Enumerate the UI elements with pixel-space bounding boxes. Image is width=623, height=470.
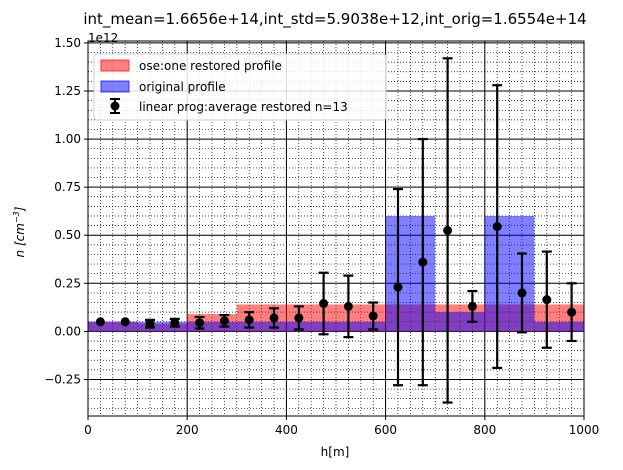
- original-bar: [534, 321, 584, 332]
- legend-points-marker: [110, 101, 120, 111]
- legend-restored-label: ose:one restored profile: [139, 59, 282, 73]
- data-point: [120, 317, 130, 327]
- original-bar: [484, 216, 535, 332]
- original-bar: [137, 321, 188, 332]
- y-axis-label-exponent: −3: [12, 211, 21, 223]
- legend-box: [93, 53, 387, 121]
- legend-points-label: linear prog:average restored n=13: [139, 100, 348, 114]
- x-tick-label: 600: [374, 423, 397, 437]
- legend: ose:one restored profile original profil…: [93, 53, 387, 121]
- x-axis: 0 200 400 600 800 1000: [84, 416, 599, 437]
- x-tick-label: 1000: [569, 423, 600, 437]
- data-point: [443, 225, 453, 235]
- y-tick-label: 0.75: [54, 180, 81, 194]
- data-point: [195, 318, 205, 328]
- data-point: [368, 311, 378, 321]
- original-bar: [385, 216, 436, 332]
- data-point: [343, 301, 353, 311]
- data-point: [294, 313, 304, 323]
- axes-frame: [87, 40, 585, 417]
- original-bar: [187, 321, 237, 332]
- data-point: [145, 319, 155, 329]
- data-point: [269, 313, 279, 323]
- legend-original-swatch: [100, 80, 130, 93]
- y-tick-label: 0.50: [54, 228, 81, 242]
- y-tick-label: 0.00: [54, 324, 81, 338]
- x-tick-label: 0: [84, 423, 92, 437]
- x-tick-label: 200: [176, 423, 199, 437]
- y-tick-label: 1.50: [54, 36, 81, 50]
- data-point: [219, 316, 229, 326]
- data-point: [492, 222, 502, 232]
- data-point: [567, 307, 577, 317]
- data-point: [542, 295, 552, 305]
- legend-original-label: original profile: [139, 80, 226, 94]
- data-point: [95, 317, 105, 327]
- average-restored-points: [95, 57, 577, 404]
- data-point: [418, 257, 428, 267]
- y-axis: −0.25 0.00 0.25 0.50 0.75 1.00 1.25 1.50: [44, 36, 88, 386]
- plot-area: [87, 41, 585, 416]
- original-bar: [88, 321, 138, 332]
- chart-title: int_mean=1.6656e+14,int_std=5.9038e+12,i…: [83, 10, 586, 29]
- data-point: [170, 318, 180, 328]
- x-tick-label: 400: [275, 423, 298, 437]
- x-axis-label: h[m]: [321, 445, 350, 459]
- data-point: [244, 315, 254, 325]
- y-tick-label: 0.25: [54, 276, 81, 290]
- y-tick-label: 1.00: [54, 132, 81, 146]
- x-tick-label: 800: [473, 423, 496, 437]
- y-tick-label: 1.25: [54, 84, 81, 98]
- y-tick-label: −0.25: [44, 372, 81, 386]
- data-point: [319, 299, 329, 308]
- original-profile-bars: [88, 216, 584, 332]
- data-point: [393, 282, 403, 292]
- original-bar: [236, 321, 386, 332]
- data-point: [467, 301, 477, 311]
- data-point: [517, 288, 527, 298]
- y-axis-label-close: ]: [13, 206, 27, 212]
- legend-restored-swatch: [100, 59, 130, 72]
- y-axis-label-main: n [cm: [13, 223, 27, 257]
- y-axis-label: n [cm−3]: [12, 206, 27, 257]
